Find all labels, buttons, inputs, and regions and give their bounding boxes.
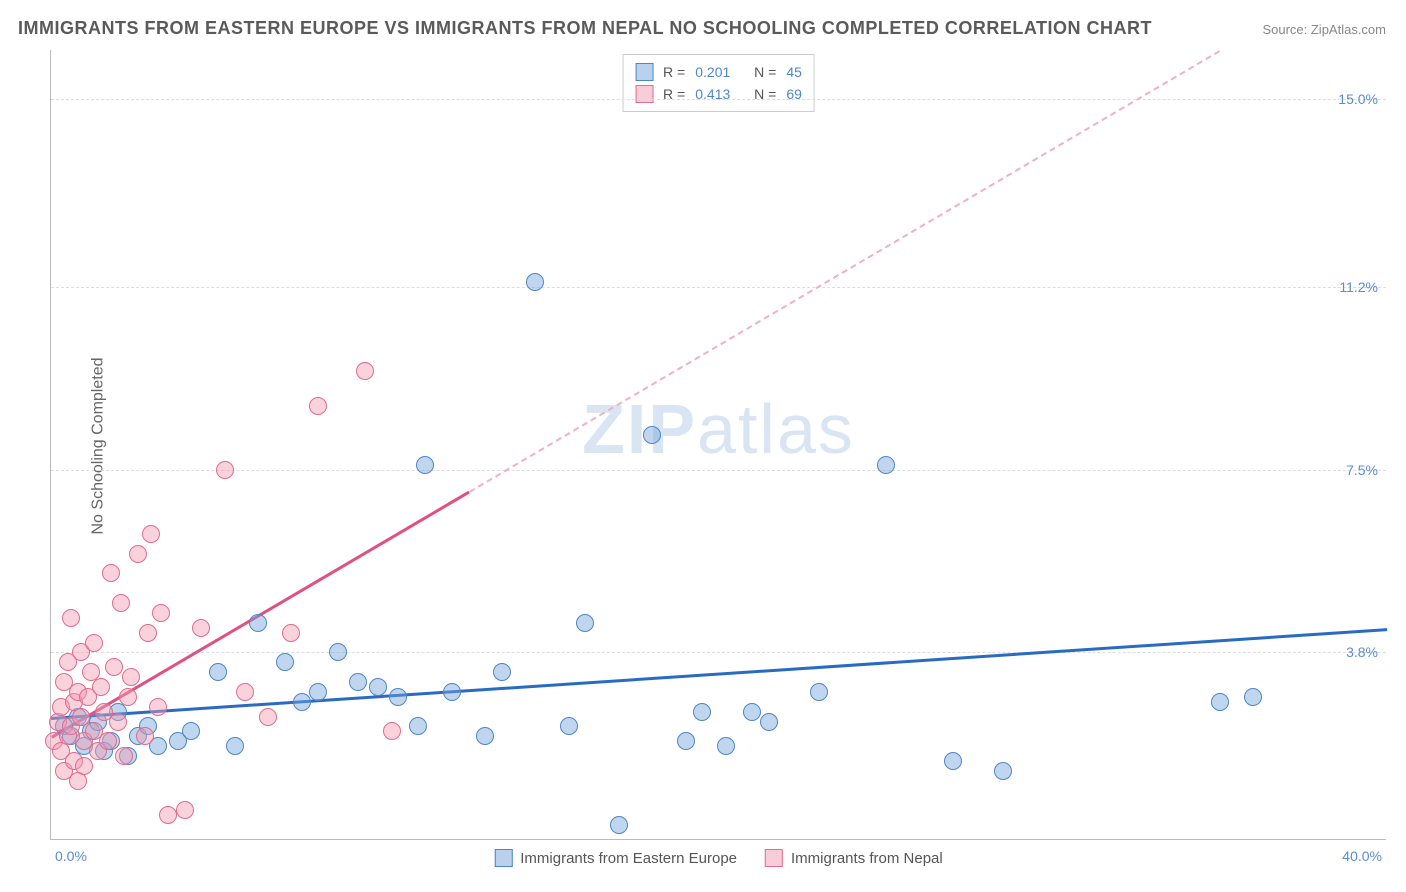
data-point — [810, 683, 828, 701]
data-point — [85, 634, 103, 652]
data-point — [994, 762, 1012, 780]
data-point — [693, 703, 711, 721]
data-point — [610, 816, 628, 834]
r-value-blue: 0.201 — [695, 64, 730, 80]
data-point — [192, 619, 210, 637]
y-tick-label: 3.8% — [1346, 644, 1378, 660]
data-point — [216, 461, 234, 479]
data-point — [182, 722, 200, 740]
data-point — [152, 604, 170, 622]
data-point — [115, 747, 133, 765]
data-point — [92, 678, 110, 696]
data-point — [149, 698, 167, 716]
data-point — [560, 717, 578, 735]
data-point — [75, 757, 93, 775]
data-point — [62, 609, 80, 627]
legend-label-pink: Immigrants from Nepal — [791, 850, 943, 867]
correlation-legend: R = 0.201 N = 45 R = 0.413 N = 69 — [622, 54, 815, 112]
legend-row-pink: R = 0.413 N = 69 — [635, 83, 802, 105]
data-point — [226, 737, 244, 755]
data-point — [72, 708, 90, 726]
data-point — [329, 643, 347, 661]
data-point — [236, 683, 254, 701]
data-point — [526, 273, 544, 291]
data-point — [349, 673, 367, 691]
data-point — [389, 688, 407, 706]
y-tick-label: 15.0% — [1338, 91, 1378, 107]
data-point — [443, 683, 461, 701]
data-point — [1211, 693, 1229, 711]
data-point — [276, 653, 294, 671]
data-point — [142, 525, 160, 543]
data-point — [209, 663, 227, 681]
data-point — [105, 658, 123, 676]
n-value-blue: 45 — [786, 64, 802, 80]
data-point — [176, 801, 194, 819]
data-point — [416, 456, 434, 474]
trend-line — [51, 628, 1387, 720]
data-point — [309, 397, 327, 415]
data-point — [369, 678, 387, 696]
data-point — [743, 703, 761, 721]
gridline — [51, 470, 1386, 471]
legend-label-blue: Immigrants from Eastern Europe — [520, 850, 737, 867]
source-name: ZipAtlas.com — [1311, 22, 1386, 37]
data-point — [356, 362, 374, 380]
gridline — [51, 652, 1386, 653]
legend-item-nepal: Immigrants from Nepal — [765, 849, 943, 867]
data-point — [122, 668, 140, 686]
r-label: R = — [663, 64, 685, 80]
data-point — [877, 456, 895, 474]
gridline — [51, 99, 1386, 100]
x-tick-max: 40.0% — [1342, 848, 1382, 864]
y-tick-label: 11.2% — [1339, 279, 1378, 295]
data-point — [102, 564, 120, 582]
data-point — [259, 708, 277, 726]
data-point — [643, 426, 661, 444]
data-point — [476, 727, 494, 745]
legend-item-eastern-europe: Immigrants from Eastern Europe — [494, 849, 737, 867]
data-point — [112, 594, 130, 612]
data-point — [119, 688, 137, 706]
source-attribution: Source: ZipAtlas.com — [1262, 22, 1386, 37]
y-tick-label: 7.5% — [1346, 462, 1378, 478]
gridline — [51, 287, 1386, 288]
swatch-pink-icon — [765, 849, 783, 867]
legend-row-blue: R = 0.201 N = 45 — [635, 61, 802, 83]
data-point — [576, 614, 594, 632]
series-legend: Immigrants from Eastern Europe Immigrant… — [494, 849, 942, 867]
data-point — [139, 624, 157, 642]
data-point — [1244, 688, 1262, 706]
chart-title: IMMIGRANTS FROM EASTERN EUROPE VS IMMIGR… — [18, 18, 1152, 39]
trend-line — [469, 50, 1220, 493]
data-point — [282, 624, 300, 642]
source-prefix: Source: — [1262, 22, 1310, 37]
watermark-bold: ZIP — [582, 390, 697, 468]
data-point — [129, 545, 147, 563]
data-point — [677, 732, 695, 750]
data-point — [383, 722, 401, 740]
n-label: N = — [754, 64, 776, 80]
data-point — [136, 727, 154, 745]
data-point — [309, 683, 327, 701]
watermark-light: atlas — [697, 390, 855, 468]
swatch-blue-icon — [494, 849, 512, 867]
data-point — [493, 663, 511, 681]
data-point — [717, 737, 735, 755]
data-point — [159, 806, 177, 824]
data-point — [99, 732, 117, 750]
data-point — [944, 752, 962, 770]
data-point — [409, 717, 427, 735]
data-point — [760, 713, 778, 731]
x-tick-min: 0.0% — [55, 848, 87, 864]
data-point — [109, 713, 127, 731]
swatch-blue-icon — [635, 63, 653, 81]
data-point — [249, 614, 267, 632]
data-point — [293, 693, 311, 711]
scatter-plot-area: ZIPatlas R = 0.201 N = 45 R = 0.413 N = … — [50, 50, 1386, 840]
